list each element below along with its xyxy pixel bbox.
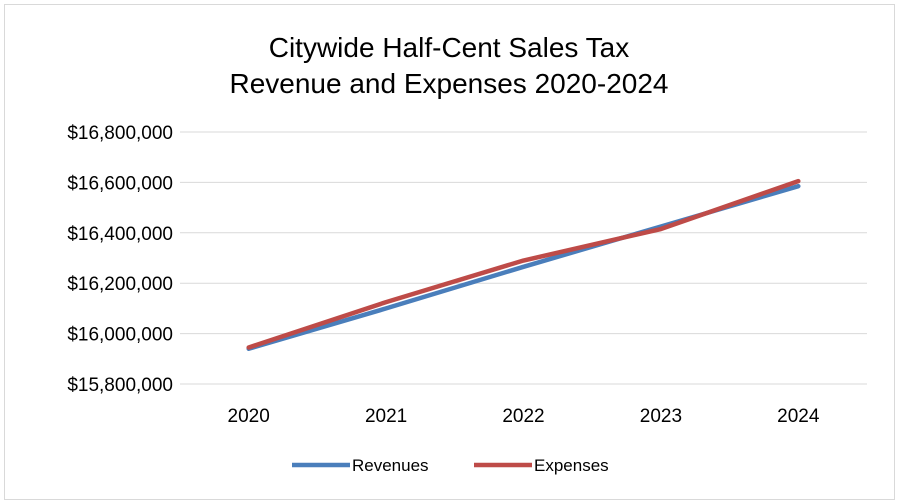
legend-label: Revenues <box>352 456 429 475</box>
y-tick-label: $16,200,000 <box>67 274 173 295</box>
x-tick-label: 2024 <box>777 406 820 427</box>
y-tick-label: $16,800,000 <box>67 123 173 144</box>
x-tick-label: 2023 <box>640 406 682 427</box>
gridlines <box>180 131 867 385</box>
legend: Revenues Expenses <box>292 456 609 475</box>
y-tick-label: $16,000,000 <box>67 325 173 346</box>
series-lines <box>246 178 801 351</box>
series-line-expenses <box>246 178 801 350</box>
y-tick-label: $15,800,000 <box>67 375 173 396</box>
chart-frame: Citywide Half-Cent Sales Tax Revenue and… <box>4 4 895 500</box>
x-axis-ticks: 2020 2021 2022 2023 2024 <box>228 406 820 427</box>
y-tick-label: $16,600,000 <box>67 173 173 194</box>
x-tick-label: 2020 <box>228 406 270 427</box>
x-tick-label: 2021 <box>365 406 407 427</box>
x-tick-label: 2022 <box>502 406 544 427</box>
line-chart: Citywide Half-Cent Sales Tax Revenue and… <box>67 32 867 475</box>
y-tick-label: $16,400,000 <box>67 224 173 245</box>
chart-title-line-1: Citywide Half-Cent Sales Tax <box>269 32 630 63</box>
legend-label: Expenses <box>534 456 609 475</box>
chart-title-line-2: Revenue and Expenses 2020-2024 <box>229 68 668 99</box>
y-axis-ticks: $15,800,000 $16,000,000 $16,200,000 $16,400… <box>67 123 173 396</box>
